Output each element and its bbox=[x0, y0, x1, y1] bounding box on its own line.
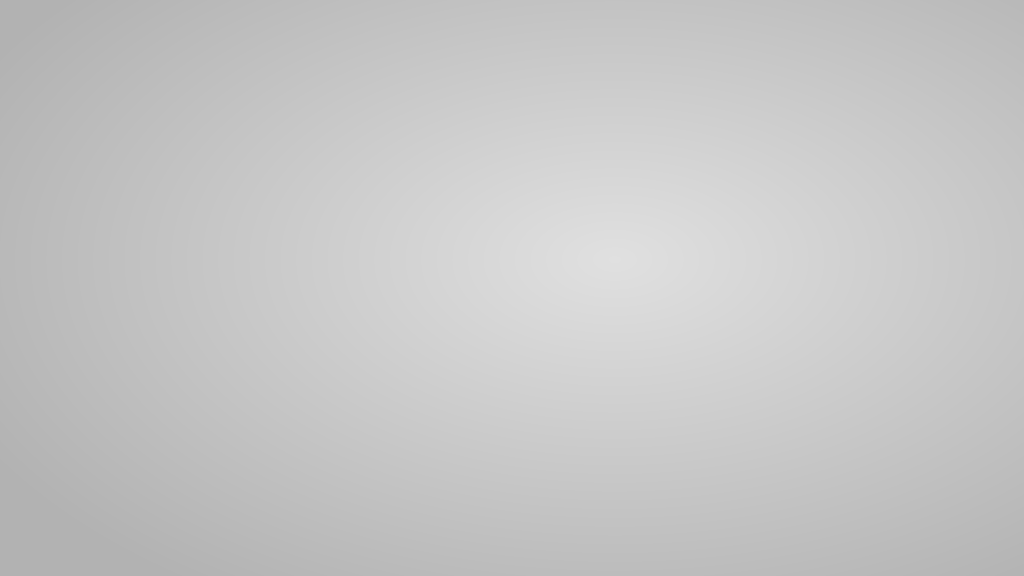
Text: $0.09: $0.09 bbox=[125, 473, 172, 488]
Bar bbox=[106, 463, 190, 501]
Text: $0.52: $0.52 bbox=[585, 292, 634, 307]
Text: $0.94: $0.94 bbox=[893, 115, 940, 130]
Text: $0.85: $0.85 bbox=[739, 153, 786, 168]
Text: $0.20: $0.20 bbox=[431, 427, 480, 442]
Title: Revolver Varmint Calibers – Price (smaller bar = cheaper): Revolver Varmint Calibers – Price (small… bbox=[171, 25, 894, 45]
Bar bbox=[874, 104, 958, 501]
Bar bbox=[567, 282, 651, 501]
Bar bbox=[260, 416, 344, 501]
Bar bbox=[414, 416, 498, 501]
Text: $0.20: $0.20 bbox=[278, 427, 327, 442]
Bar bbox=[721, 142, 805, 501]
Legend: Average price per round: Average price per round bbox=[438, 540, 627, 566]
